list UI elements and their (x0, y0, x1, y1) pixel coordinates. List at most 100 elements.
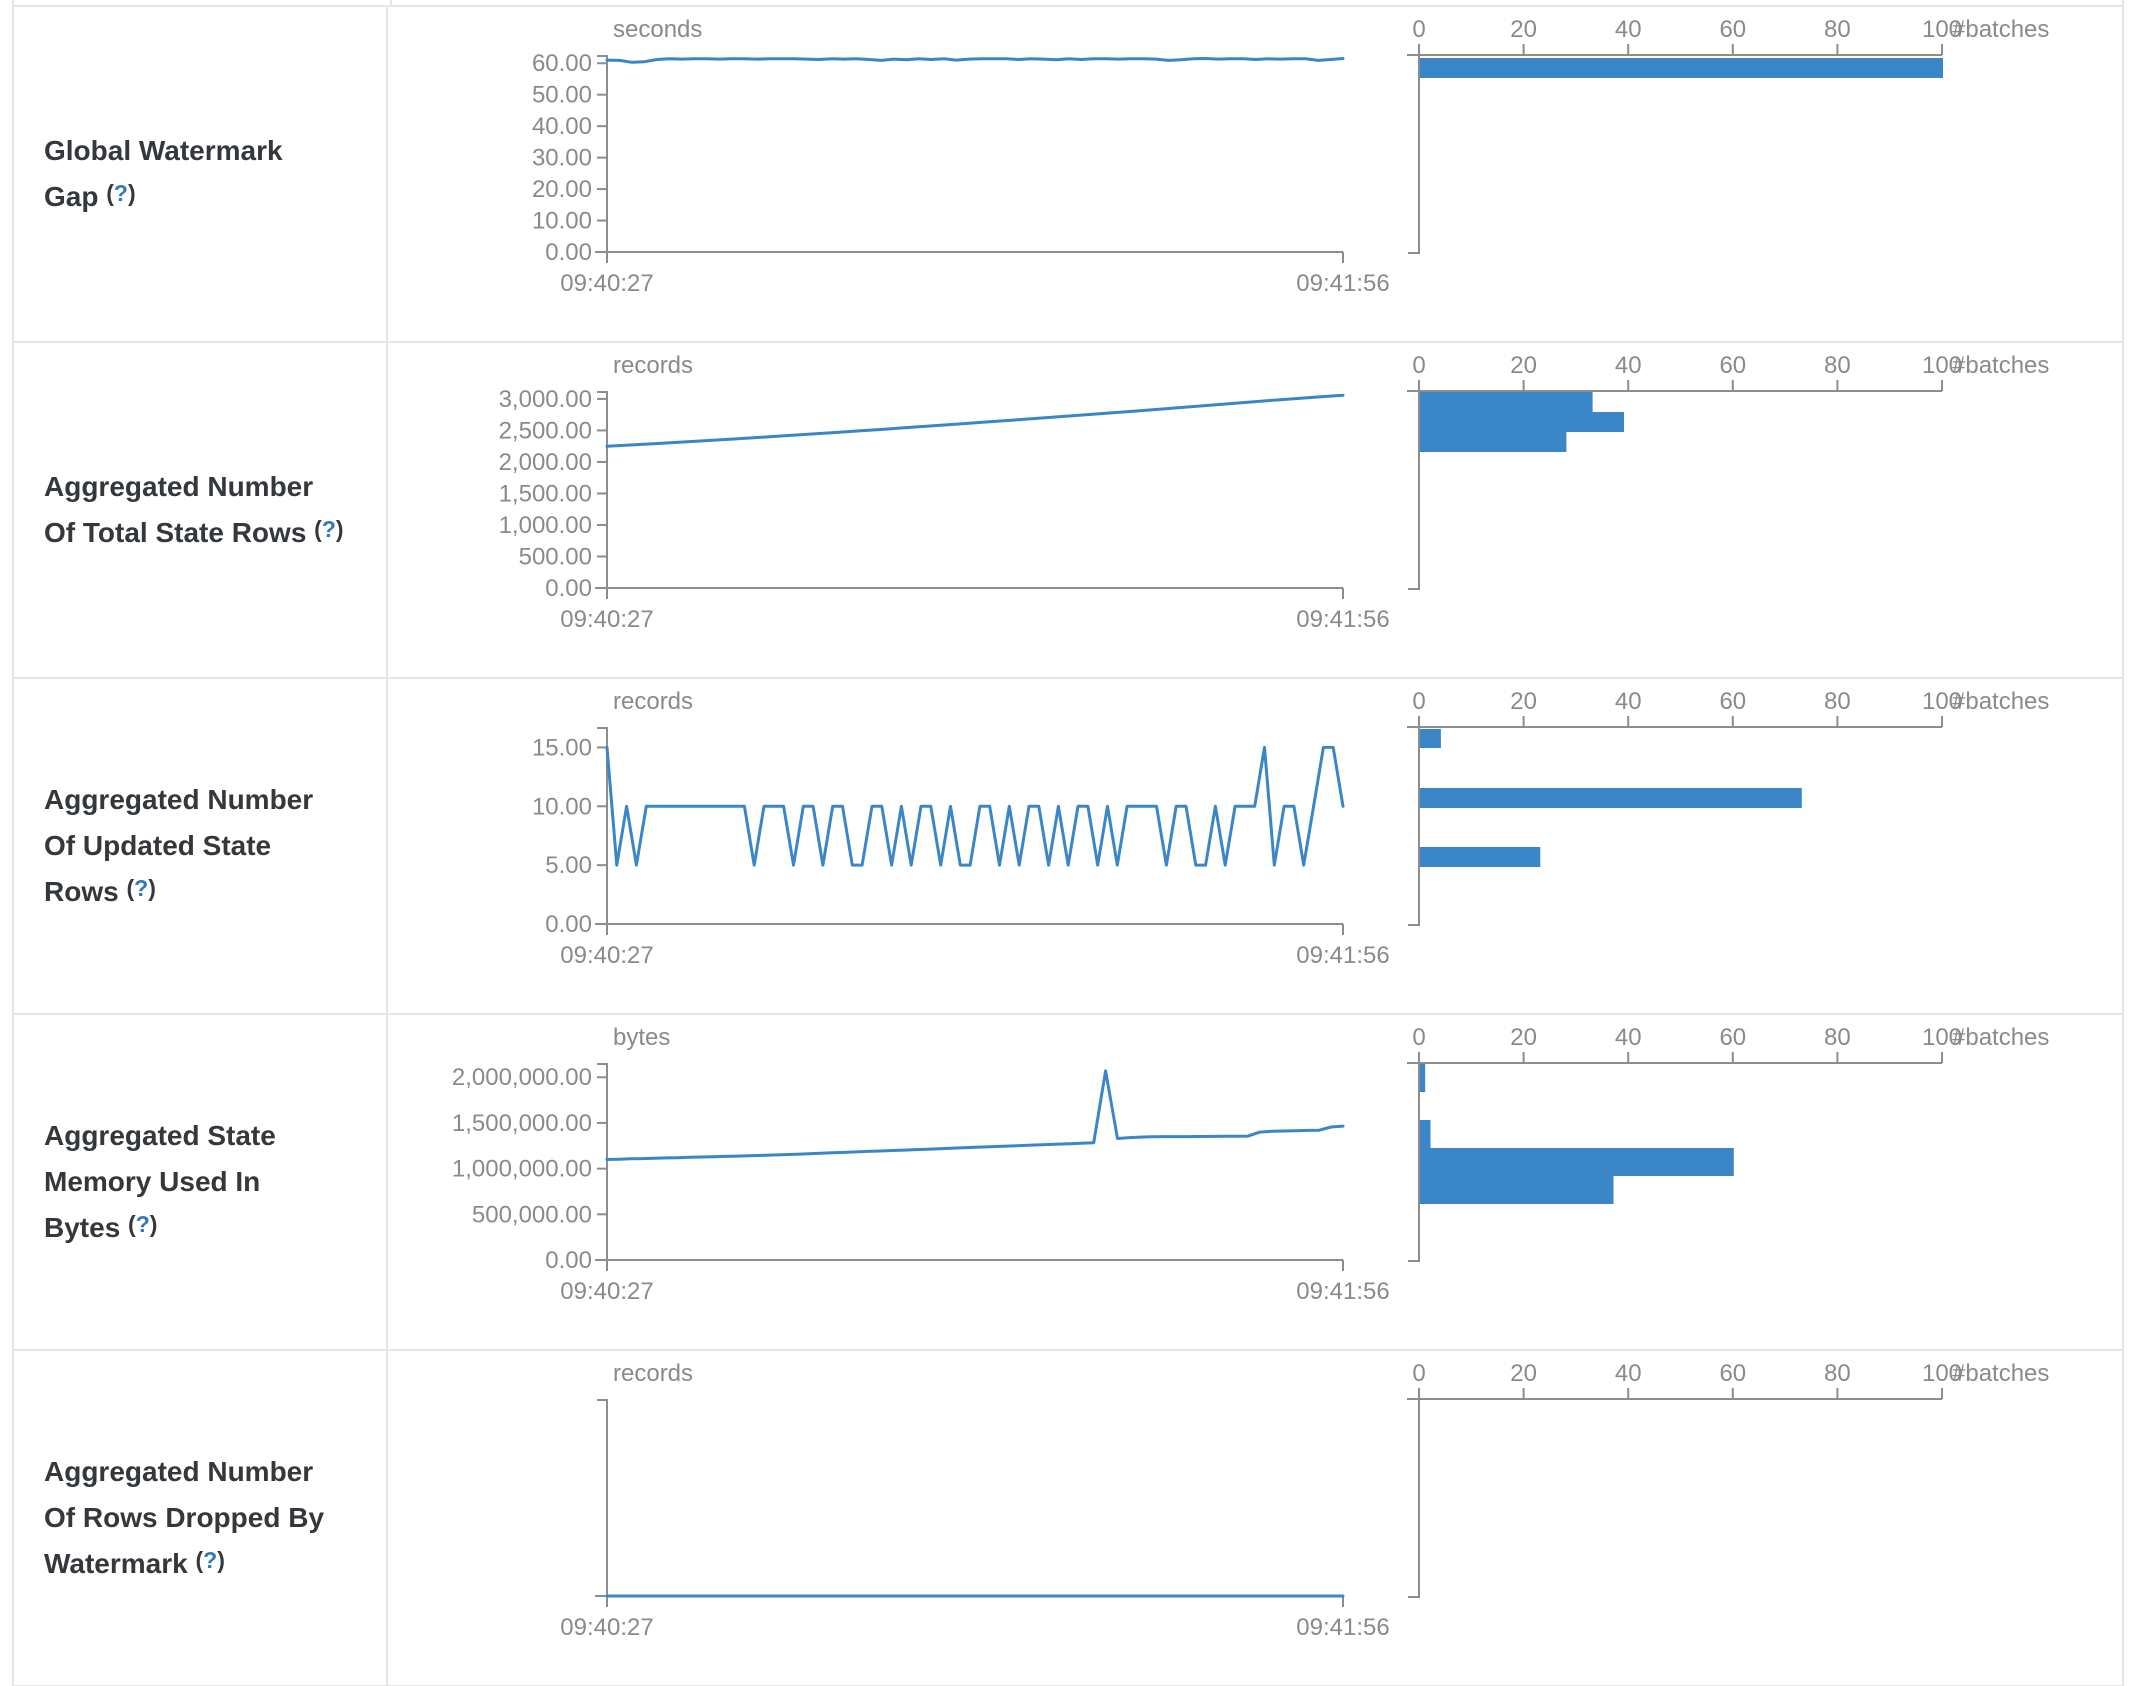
histogram-bar (1420, 788, 1802, 808)
svg-text:#batches: #batches (1952, 1024, 2049, 1051)
metric-row-updated-state-rows: Aggregated Number Of Updated State Rows … (14, 679, 2122, 1015)
svg-text:500,000.00: 500,000.00 (472, 1201, 592, 1228)
svg-text:10.00: 10.00 (532, 793, 592, 820)
help-icon[interactable]: (?) (195, 1546, 225, 1573)
metric-label-cell: Aggregated Number Of Total State Rows (?… (14, 343, 388, 677)
timeline-series-line (605, 393, 1345, 448)
svg-text:80: 80 (1824, 688, 1851, 715)
metric-label: Aggregated Number Of Total State Rows (?… (44, 464, 344, 557)
svg-text:0: 0 (1412, 688, 1425, 715)
metric-label-text: Global Watermark Gap (44, 134, 283, 212)
metric-label: Global Watermark Gap (?) (44, 128, 344, 221)
histogram-bar (1420, 1064, 1426, 1092)
histogram-chart: 0 20 40 60 80 100#batches (1407, 16, 2049, 254)
previous-row-edge (14, 0, 2122, 7)
svg-text:80: 80 (1824, 1360, 1851, 1387)
help-icon[interactable]: (?) (314, 515, 344, 542)
svg-text:20: 20 (1510, 16, 1537, 43)
svg-text:0.00: 0.00 (545, 1247, 592, 1274)
timeline-series-line (605, 57, 1345, 64)
svg-text:10.00: 10.00 (532, 208, 592, 235)
svg-text:#batches: #batches (1952, 1360, 2049, 1387)
svg-text:100: 100 (1922, 16, 1962, 43)
svg-text:500.00: 500.00 (519, 543, 592, 570)
metric-row-state-memory-used: Aggregated State Memory Used In Bytes (?… (14, 1015, 2122, 1351)
svg-text:#batches: #batches (1952, 688, 2049, 715)
histogram-bar (1420, 392, 1593, 412)
svg-text:100: 100 (1922, 1024, 1962, 1051)
chart-cell: records 15.00 10.00 5.00 0.00 09:40:27 09:41:5… (388, 679, 2122, 1013)
timeline-and-histogram-chart: records 3,000.00 2,500.00 2,000.00 1,500.00 1… (499, 352, 2050, 633)
svg-text:09:40:27: 09:40:27 (560, 1614, 653, 1641)
svg-text:60: 60 (1719, 352, 1746, 379)
svg-text:40: 40 (1615, 16, 1642, 43)
histogram-bar (1420, 412, 1624, 432)
histogram-chart: 0 20 40 60 80 100#batches (1407, 1360, 2049, 1598)
timeline-and-histogram-chart: bytes 2,000,000.00 1,500,000.00 1,000,000.0… (452, 1024, 2050, 1305)
svg-text:30.00: 30.00 (532, 145, 592, 172)
svg-text:09:40:27: 09:40:27 (560, 942, 653, 969)
svg-text:40: 40 (1615, 352, 1642, 379)
metric-label: Aggregated Number Of Updated State Rows … (44, 777, 344, 916)
svg-text:seconds: seconds (613, 16, 702, 43)
svg-text:40: 40 (1615, 1360, 1642, 1387)
chart-cell: records 09:40:27 09:41:56 0 20 40 60 80 100 #batc… (388, 1351, 2122, 1685)
svg-text:09:41:56: 09:41:56 (1296, 1614, 1389, 1641)
help-icon[interactable]: (?) (126, 874, 156, 901)
svg-text:1,000,000.00: 1,000,000.00 (452, 1156, 592, 1183)
metric-label-text: Aggregated Number Of Total State Rows (44, 470, 314, 548)
svg-text:0.00: 0.00 (545, 239, 592, 266)
svg-text:40: 40 (1615, 1024, 1642, 1051)
svg-text:#batches: #batches (1952, 16, 2049, 43)
metric-row-rows-dropped-by-watermark: Aggregated Number Of Rows Dropped By Wat… (14, 1351, 2122, 1686)
chart-cell: seconds 60.00 50.00 40.00 30.00 20.00 10.00 0.0… (388, 7, 2122, 341)
svg-text:80: 80 (1824, 1024, 1851, 1051)
svg-text:0: 0 (1412, 1024, 1425, 1051)
column-divider (390, 0, 392, 5)
svg-text:50.00: 50.00 (532, 82, 592, 109)
help-icon[interactable]: (?) (128, 1210, 158, 1237)
svg-text:2,500.00: 2,500.00 (499, 417, 592, 444)
svg-text:0.00: 0.00 (545, 575, 592, 602)
svg-text:09:40:27: 09:40:27 (560, 1278, 653, 1305)
svg-text:100: 100 (1922, 688, 1962, 715)
metric-row-total-state-rows: Aggregated Number Of Total State Rows (?… (14, 343, 2122, 679)
svg-text:3,000.00: 3,000.00 (499, 386, 592, 413)
timeline-and-histogram-chart: seconds 60.00 50.00 40.00 30.00 20.00 10.00 0.0… (532, 16, 2049, 297)
timeline-chart: seconds 60.00 50.00 40.00 30.00 20.00 10.00 0.0… (532, 16, 1390, 297)
chart-cell: records 3,000.00 2,500.00 2,000.00 1,500.00 1… (388, 343, 2122, 677)
svg-text:0: 0 (1412, 352, 1425, 379)
svg-text:20: 20 (1510, 1360, 1537, 1387)
timeline-and-histogram-chart: records 15.00 10.00 5.00 0.00 09:40:27 09:41:5… (532, 688, 2049, 969)
svg-text:records: records (613, 352, 693, 379)
histogram-bar (1420, 58, 1943, 78)
timeline-chart: bytes 2,000,000.00 1,500,000.00 1,000,000.0… (452, 1024, 1390, 1305)
svg-text:60: 60 (1719, 688, 1746, 715)
histogram-bar (1420, 1176, 1614, 1204)
help-icon[interactable]: (?) (106, 179, 136, 206)
metric-row-global-watermark-gap: Global Watermark Gap (?) seconds 60.00 50.… (14, 7, 2122, 343)
svg-text:records: records (613, 1360, 693, 1387)
svg-text:0: 0 (1412, 1360, 1425, 1387)
svg-text:100: 100 (1922, 352, 1962, 379)
histogram-chart: 0 20 40 60 80 100#batches (1407, 352, 2049, 590)
metric-label-cell: Global Watermark Gap (?) (14, 7, 388, 341)
histogram-bar (1420, 1120, 1431, 1148)
chart-cell: bytes 2,000,000.00 1,500,000.00 1,000,000.0… (388, 1015, 2122, 1349)
svg-text:bytes: bytes (613, 1024, 670, 1051)
svg-text:records: records (613, 688, 693, 715)
svg-text:60.00: 60.00 (532, 50, 592, 77)
svg-text:09:41:56: 09:41:56 (1296, 1278, 1389, 1305)
svg-text:0.00: 0.00 (545, 911, 592, 938)
metric-label-cell: Aggregated Number Of Rows Dropped By Wat… (14, 1351, 388, 1685)
svg-text:09:40:27: 09:40:27 (560, 270, 653, 297)
metric-label-text: Aggregated Number Of Rows Dropped By Wat… (44, 1455, 325, 1579)
metric-label-text: Aggregated State Memory Used In Bytes (44, 1119, 276, 1243)
metric-label-cell: Aggregated Number Of Updated State Rows … (14, 679, 388, 1013)
svg-text:15.00: 15.00 (532, 734, 592, 761)
svg-text:20.00: 20.00 (532, 176, 592, 203)
histogram-bar (1420, 729, 1441, 748)
svg-text:60: 60 (1719, 1024, 1746, 1051)
timeline-chart: records 15.00 10.00 5.00 0.00 09:40:27 09:41:5… (532, 688, 1390, 969)
